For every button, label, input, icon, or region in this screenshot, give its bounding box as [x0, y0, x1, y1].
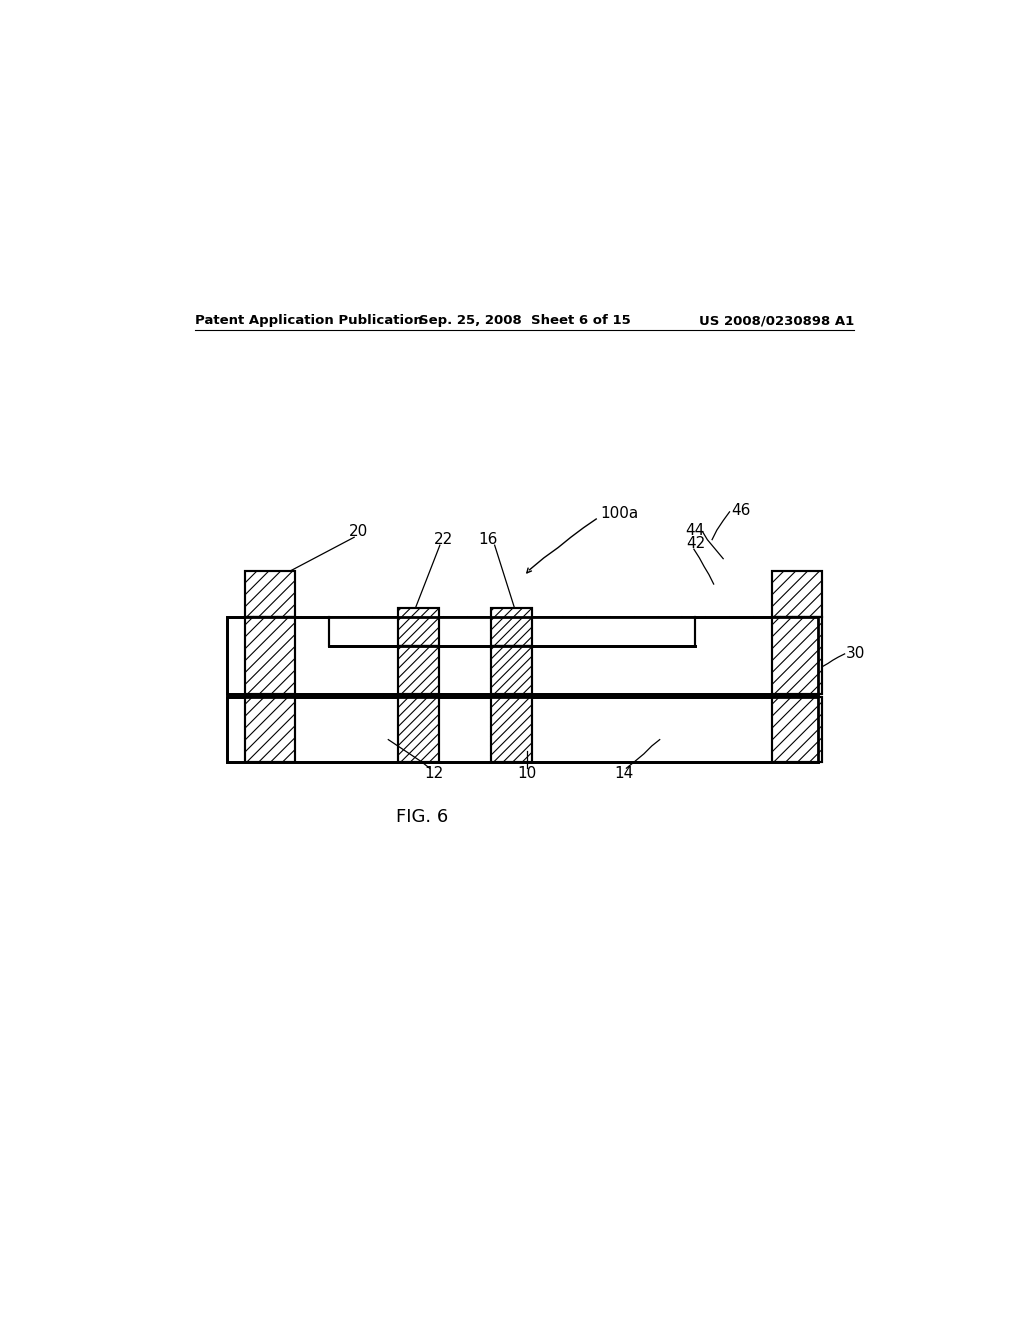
Text: 44: 44: [685, 523, 705, 537]
Bar: [397, 609, 439, 647]
Bar: [772, 697, 821, 762]
Bar: [490, 647, 531, 694]
Bar: [246, 616, 295, 694]
Text: FIG. 6: FIG. 6: [395, 808, 447, 826]
Bar: [227, 616, 818, 694]
Text: 10: 10: [517, 766, 537, 781]
Bar: [490, 609, 531, 647]
Text: 12: 12: [424, 766, 443, 781]
Bar: [329, 616, 695, 647]
Text: 42: 42: [686, 536, 706, 550]
Bar: [772, 572, 821, 616]
Bar: [227, 697, 818, 762]
Bar: [397, 609, 439, 647]
Bar: [772, 572, 821, 616]
Bar: [246, 616, 295, 694]
Text: 100a: 100a: [600, 506, 638, 521]
Text: US 2008/0230898 A1: US 2008/0230898 A1: [699, 314, 854, 327]
Bar: [397, 647, 439, 694]
Bar: [772, 616, 821, 694]
Bar: [246, 697, 295, 762]
Bar: [772, 697, 821, 762]
Bar: [490, 609, 531, 647]
Text: Patent Application Publication: Patent Application Publication: [196, 314, 423, 327]
Bar: [397, 647, 439, 694]
Text: 46: 46: [731, 503, 751, 517]
Bar: [397, 697, 439, 762]
Bar: [246, 697, 295, 762]
Bar: [246, 572, 295, 616]
Text: 14: 14: [614, 766, 634, 781]
Bar: [490, 697, 531, 762]
Bar: [246, 572, 295, 616]
Bar: [490, 647, 531, 694]
Bar: [772, 616, 821, 694]
Text: 22: 22: [434, 532, 454, 546]
Bar: [227, 616, 818, 694]
Text: 30: 30: [846, 647, 865, 661]
Bar: [397, 697, 439, 762]
Text: Sep. 25, 2008  Sheet 6 of 15: Sep. 25, 2008 Sheet 6 of 15: [419, 314, 631, 327]
Bar: [227, 697, 818, 762]
Text: 16: 16: [478, 532, 498, 546]
Bar: [490, 697, 531, 762]
Text: 20: 20: [348, 524, 368, 539]
